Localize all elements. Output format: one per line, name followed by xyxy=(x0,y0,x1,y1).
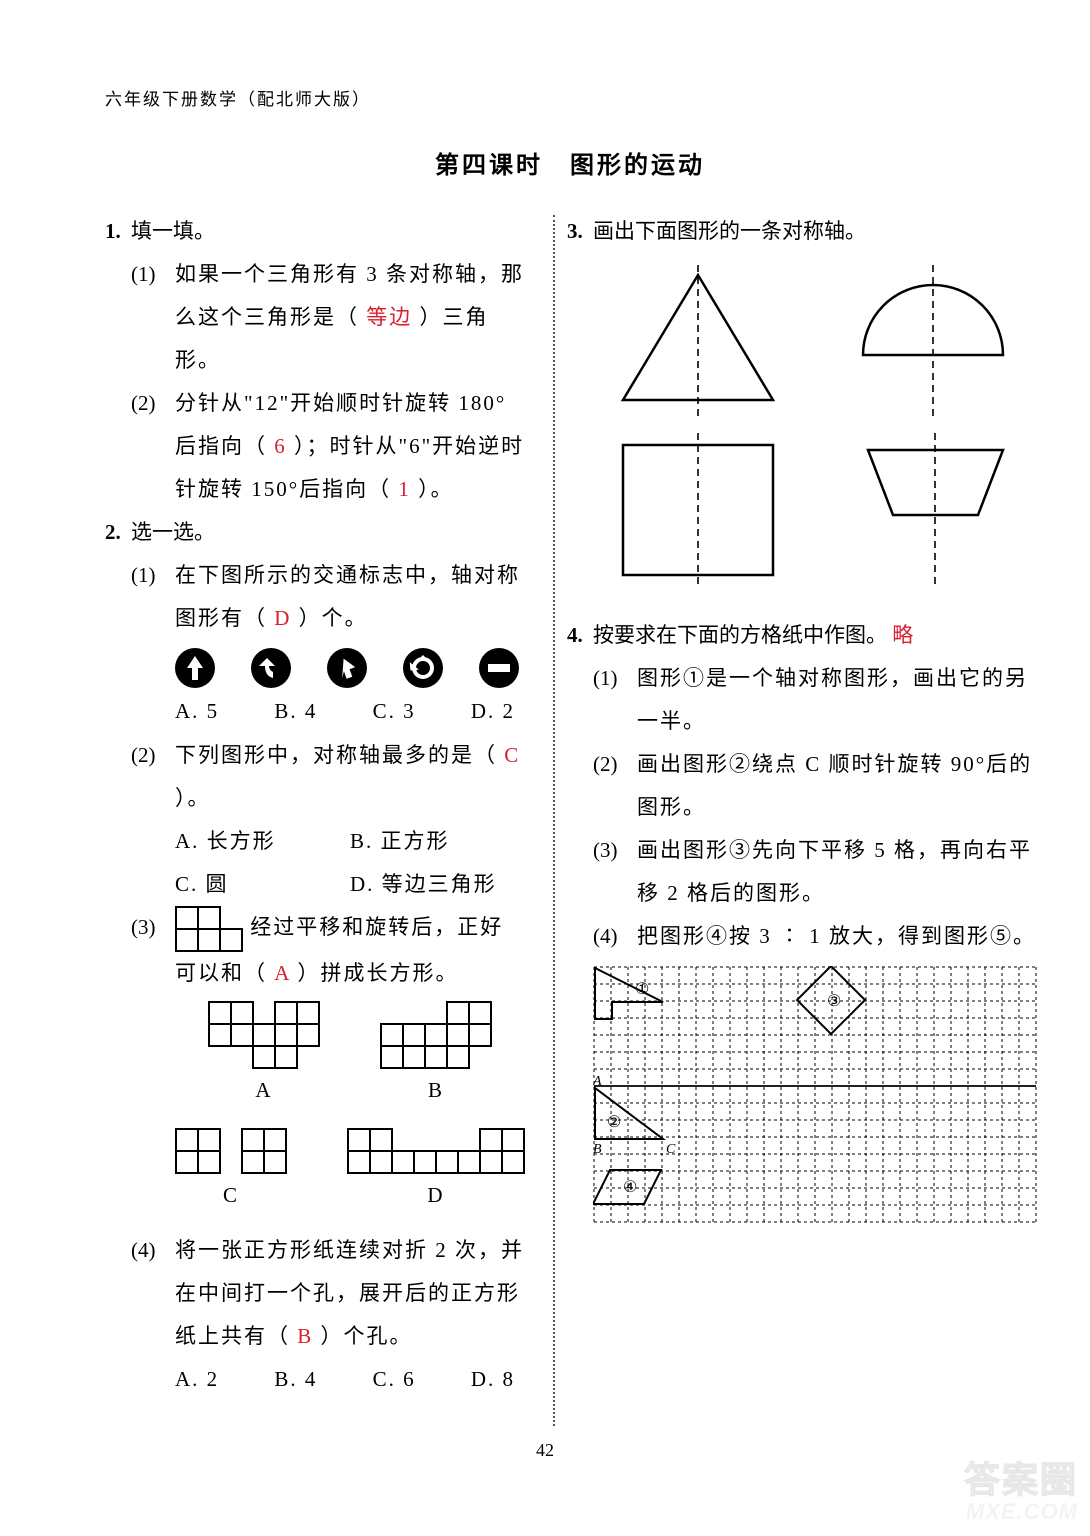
q2-stem: 选一选。 xyxy=(131,511,525,554)
q2-number: 2. xyxy=(105,511,131,1401)
q4-4-body: 把图形④按 3 ∶ 1 放大，得到图形⑤。 xyxy=(637,915,1037,958)
q2-3-body: 经过平移和旋转后，正好可以和（ A ）拼成长方形。 A B C D xyxy=(175,906,525,1229)
page-number: 42 xyxy=(0,1440,1090,1461)
q2-1-answer: D xyxy=(274,606,291,630)
q1-1-body: 如果一个三角形有 3 条对称轴，那么这个三角形是（ 等边 ）三角形。 xyxy=(175,253,525,382)
q2-4-body: 将一张正方形纸连续对折 2 次，并在中间打一个孔，展开后的正方形纸上共有（ B … xyxy=(175,1229,525,1401)
q2-1-num: (1) xyxy=(131,554,175,733)
q3: 3. 画出下面图形的一条对称轴。 xyxy=(567,210,1015,614)
q1-1-answer: 等边 xyxy=(366,305,412,329)
q4: 4. 按要求在下面的方格纸中作图。 略 (1) 图形①是一个轴对称图形，画出它的… xyxy=(567,614,1015,1238)
q4-answer: 略 xyxy=(892,623,913,647)
roundabout-icon xyxy=(403,648,443,688)
q2-2-options: A. 长方形B. 正方形 xyxy=(175,820,525,863)
q4-number: 4. xyxy=(567,614,593,1238)
svg-text:①: ① xyxy=(635,981,649,998)
q3-figure xyxy=(593,253,1033,614)
q4-4-num: (4) xyxy=(593,915,637,958)
q1-2-answer1: 6 xyxy=(274,434,287,458)
up-arrow-icon xyxy=(175,648,215,688)
option-C-figure xyxy=(175,1128,287,1174)
watermark: 答案圈 MXE.COM xyxy=(964,1460,1078,1524)
q2-3-answer: A xyxy=(274,961,290,985)
option-B-figure xyxy=(380,1001,492,1069)
q4-2-body: 画出图形②绕点 C 顺时针旋转 90°后的图形。 xyxy=(637,743,1037,829)
q2-4-options: A. 2 B. 4 C. 6 D. 8 xyxy=(175,1358,525,1401)
option-A-figure xyxy=(208,1001,320,1069)
option-D-figure xyxy=(347,1128,525,1174)
q1: 1. 填一填。 (1) 如果一个三角形有 3 条对称轴，那么这个三角形是（ 等边… xyxy=(105,210,525,511)
svg-text:B: B xyxy=(593,1142,602,1157)
q3-number: 3. xyxy=(567,210,593,614)
right-column: 3. 画出下面图形的一条对称轴。 4. 按要求在下面的方格纸中作图。 略 (1) xyxy=(545,210,1015,1401)
minus-icon xyxy=(479,648,519,688)
column-divider xyxy=(553,215,555,1426)
q1-2-num: (2) xyxy=(131,382,175,511)
q2-4-answer: B xyxy=(297,1324,313,1348)
svg-text:③: ③ xyxy=(827,993,841,1010)
q4-3-num: (3) xyxy=(593,829,637,915)
lead-tetromino xyxy=(175,906,243,952)
q1-number: 1. xyxy=(105,210,131,511)
diag-arrow-icon xyxy=(327,648,367,688)
q1-2-body: 分针从"12"开始顺时针旋转 180°后指向（ 6 ）；时针从"6"开始逆时针旋… xyxy=(175,382,525,511)
q2-2-body: 下列图形中，对称轴最多的是（ C ）。 A. 长方形B. 正方形 C. 圆D. … xyxy=(175,734,525,906)
q4-1-body: 图形①是一个轴对称图形，画出它的另一半。 xyxy=(637,657,1037,743)
svg-text:C: C xyxy=(666,1142,676,1157)
page-header: 六年级下册数学（配北师大版） xyxy=(105,85,1035,110)
q1-2-answer2: 1 xyxy=(398,477,411,501)
q4-grid-figure: ① ③ A B C ② ④ xyxy=(593,958,1037,1238)
q2-1-options: A. 5 B. 4 C. 3 D. 2 xyxy=(175,690,525,733)
q2-3-num: (3) xyxy=(131,906,175,1229)
q4-1-num: (1) xyxy=(593,657,637,743)
q4-2-num: (2) xyxy=(593,743,637,829)
q3-stem: 画出下面图形的一条对称轴。 xyxy=(593,210,1033,253)
q2-4-num: (4) xyxy=(131,1229,175,1401)
traffic-icons xyxy=(175,640,525,690)
q2-2-num: (2) xyxy=(131,734,175,906)
q2-2-answer: C xyxy=(504,743,520,767)
left-column: 1. 填一填。 (1) 如果一个三角形有 3 条对称轴，那么这个三角形是（ 等边… xyxy=(105,210,545,1401)
q1-stem: 填一填。 xyxy=(131,210,525,253)
svg-text:②: ② xyxy=(607,1114,621,1131)
svg-text:A: A xyxy=(593,1074,602,1089)
svg-text:④: ④ xyxy=(623,1179,637,1196)
q2-1-body: 在下图所示的交通标志中，轴对称图形有（ D ）个。 xyxy=(175,554,525,733)
q4-3-body: 画出图形③先向下平移 5 格，再向右平移 2 格后的图形。 xyxy=(637,829,1037,915)
q1-1-num: (1) xyxy=(131,253,175,382)
lesson-title: 第四课时 图形的运动 xyxy=(105,145,1035,180)
left-turn-icon xyxy=(251,648,291,688)
q2: 2. 选一选。 (1) 在下图所示的交通标志中，轴对称图形有（ D ）个。 xyxy=(105,511,525,1401)
q4-stem: 按要求在下面的方格纸中作图。 略 xyxy=(593,614,1037,657)
